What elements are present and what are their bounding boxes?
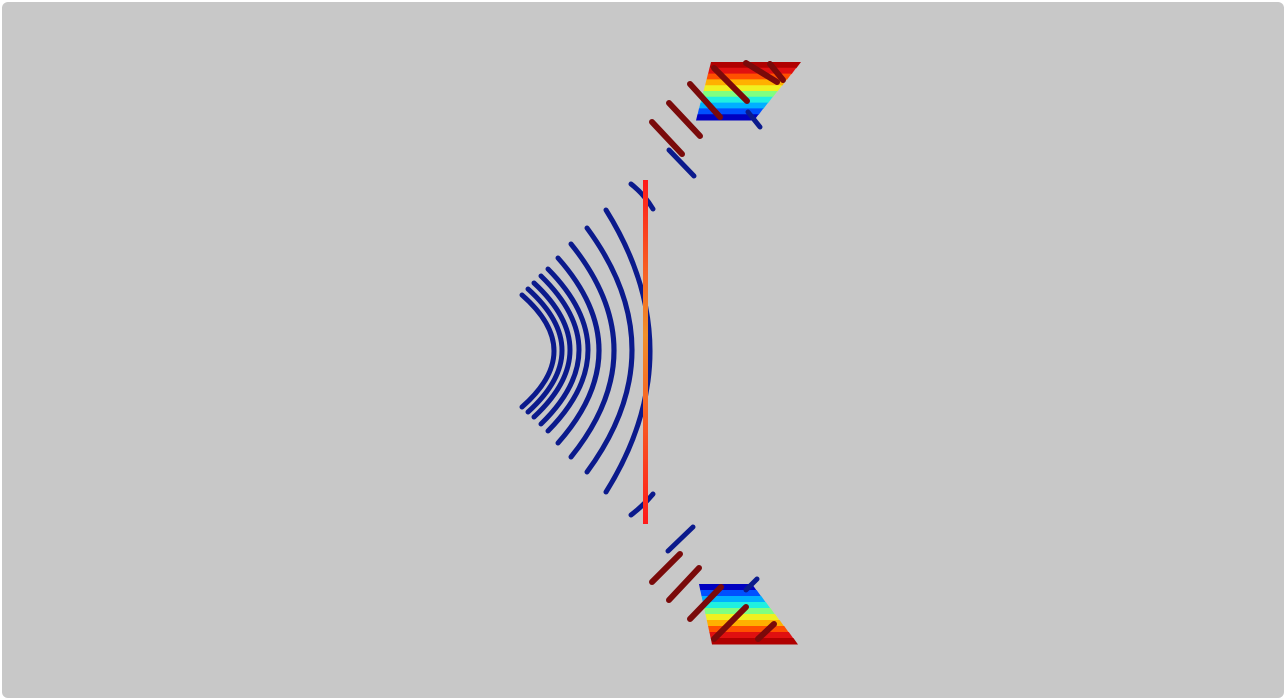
wave-arc-segment [745, 109, 763, 130]
wave-arc [603, 207, 653, 495]
diagonal-wave-line [743, 60, 780, 85]
concentric-arcs-icon [519, 207, 653, 495]
diagonal-wave-line [649, 119, 685, 157]
diagonal-wave-line [711, 65, 750, 104]
wave-arc [568, 241, 617, 460]
interface-line [643, 180, 648, 524]
prism-color-band [705, 614, 780, 621]
wave-arc [545, 266, 591, 434]
prism-color-band [696, 114, 759, 121]
prism-color-band [697, 108, 764, 115]
wave-arc [519, 292, 557, 410]
diagonal-wave-line [666, 565, 702, 603]
wave-arc [538, 273, 582, 427]
diagonal-wave-line [666, 100, 703, 139]
prism-color-band [700, 96, 773, 104]
top-prism [649, 60, 801, 157]
wave-arc [531, 280, 573, 420]
prism-color-band [699, 102, 769, 109]
wave-arc [525, 286, 565, 415]
diagonal-wave-line [687, 584, 724, 622]
prism-color-band [699, 584, 757, 591]
wave-arc-segment [666, 147, 697, 179]
diagonal-wave-line [687, 81, 723, 120]
wave-arc-segment [628, 491, 656, 518]
prism-color-band [702, 602, 771, 609]
prism-color-band [709, 62, 801, 69]
diagonal-wave-line [755, 621, 777, 642]
prism-color-band [710, 638, 798, 645]
diagonal-wave-line [767, 61, 786, 83]
wave-arc-segment [743, 576, 760, 593]
diagonal-wave-line [649, 551, 683, 585]
prism-color-band [701, 596, 766, 603]
outer-arc-segments [628, 147, 697, 554]
diagonal-wave-line [711, 604, 749, 642]
prism-color-band [709, 632, 794, 639]
wave-arc [584, 225, 635, 475]
wave-arc [555, 255, 602, 446]
wave-arc-segment [665, 524, 696, 554]
bottom-prism [649, 551, 798, 645]
prism-color-band [703, 85, 783, 92]
wave-arc-segment [628, 181, 656, 212]
